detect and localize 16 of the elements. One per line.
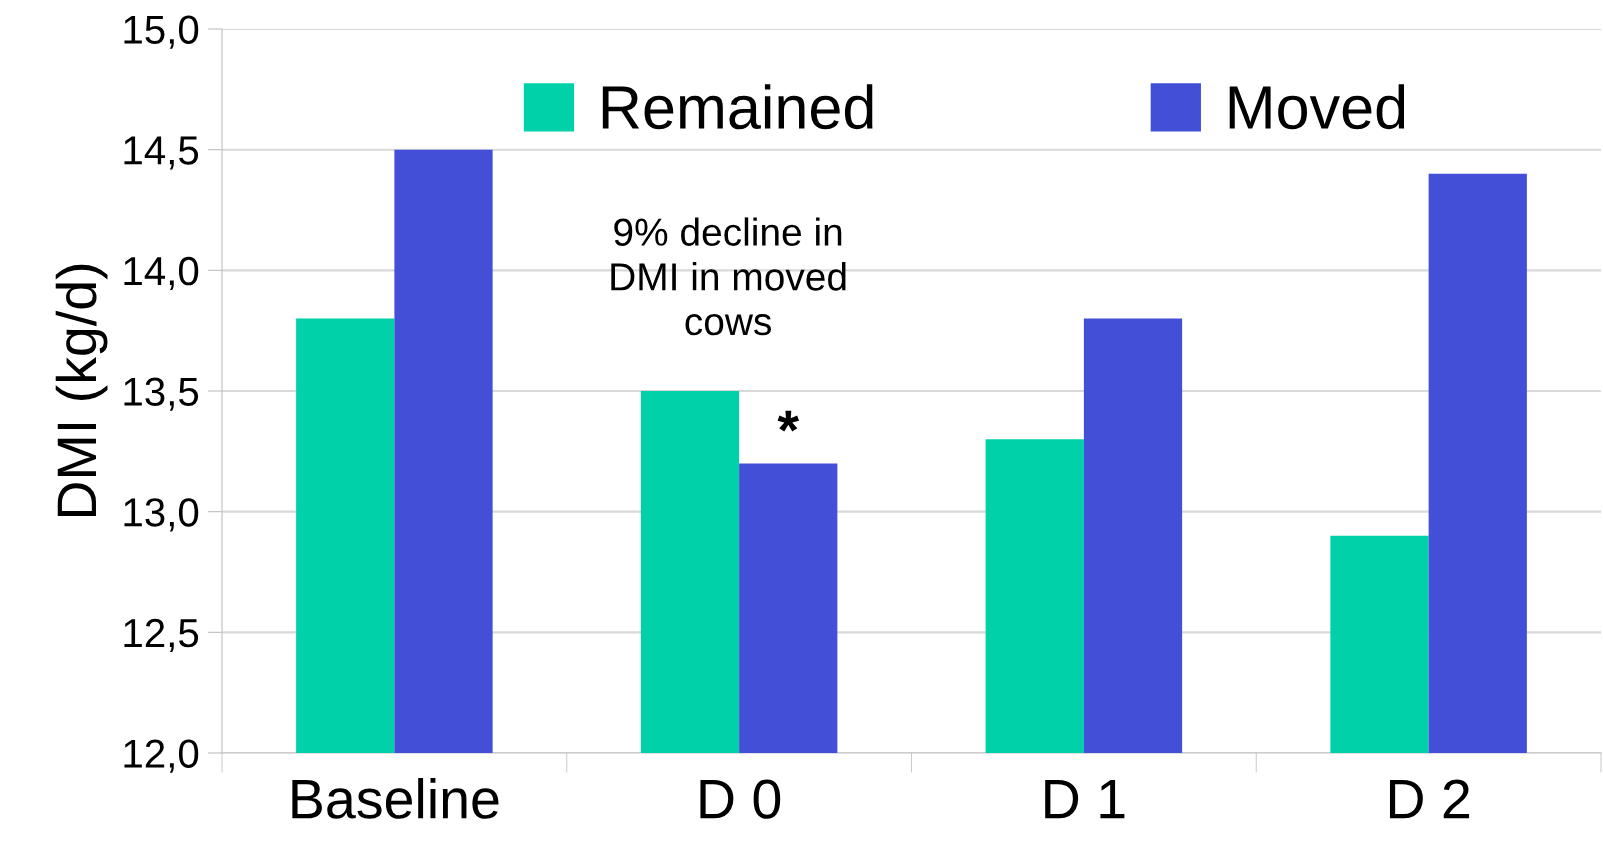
- annotation: 9% decline in DMI in moved cows: [611, 217, 846, 336]
- y-tick-label: 12,0: [124, 739, 199, 773]
- x-tick-label: Baseline: [292, 778, 499, 819]
- x-tick-label: D 0: [700, 779, 781, 819]
- y-tick-label: 15,0: [124, 15, 199, 49]
- y-tick-label: 13,0: [124, 498, 199, 532]
- y-tick-label: 14,0: [124, 256, 199, 291]
- x-tick-label: D 2: [1389, 779, 1470, 819]
- y-tick-label: 14,5: [124, 136, 199, 170]
- legend-label: Moved: [1229, 84, 1405, 130]
- x-tick-label: D 1: [1045, 780, 1125, 819]
- annotation: *: [777, 410, 799, 432]
- y-tick-label: 12,5: [124, 618, 199, 653]
- legend-label: Remained: [602, 84, 873, 130]
- y-tick-label: 13,5: [124, 377, 199, 411]
- y-axis-title: DMI (kg/d): [55, 264, 108, 517]
